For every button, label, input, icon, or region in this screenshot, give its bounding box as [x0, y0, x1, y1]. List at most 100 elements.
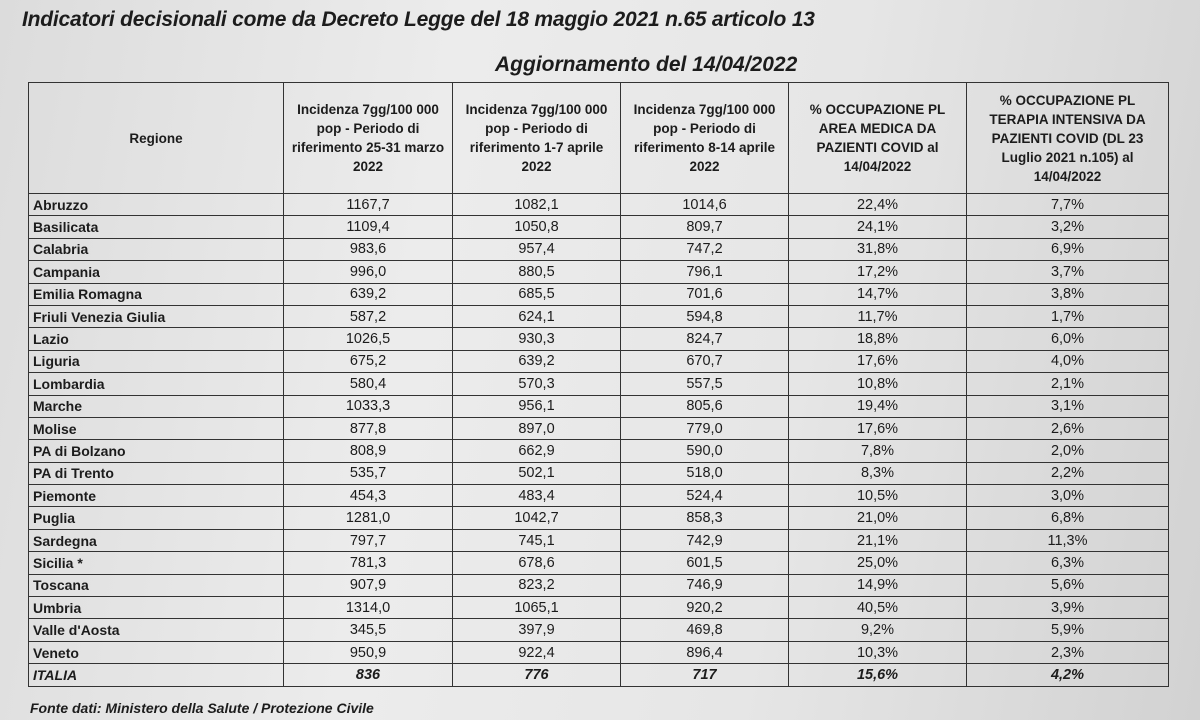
medical-occupancy-cell: 9,2% [788, 618, 967, 642]
medical-occupancy-cell: 18,8% [788, 327, 967, 351]
region-cell: Emilia Romagna [28, 282, 284, 306]
incidence-mar-cell: 535,7 [283, 461, 453, 486]
region-cell: Umbria [28, 596, 284, 620]
icu-occupancy-cell: 6,3% [966, 551, 1169, 575]
region-cell: Puglia [28, 506, 284, 530]
table-row: Toscana 907,9 823,2 746,9 14,9% 5,6% [28, 573, 1169, 598]
source-footer: Fonte dati: Ministero della Salute / Pro… [30, 700, 374, 716]
region-cell: Friuli Venezia Giulia [28, 304, 284, 329]
header-regione: Regione [28, 82, 284, 194]
incidence-apr1-cell: 745,1 [452, 528, 621, 553]
table-row: Campania 996,0 880,5 796,1 17,2% 3,7% [28, 260, 1169, 284]
region-cell: Marche [28, 394, 284, 418]
incidence-apr8-cell: 594,8 [620, 304, 789, 329]
incidence-apr8-cell: 742,9 [620, 528, 789, 553]
table-row: Umbria 1314,0 1065,1 920,2 40,5% 3,9% [28, 596, 1169, 620]
incidence-apr8-cell: 746,9 [620, 573, 789, 598]
medical-occupancy-cell: 25,0% [788, 551, 967, 575]
incidence-apr1-cell: 570,3 [452, 372, 621, 396]
icu-occupancy-cell: 2,2% [966, 461, 1169, 486]
medical-occupancy-cell: 11,7% [788, 304, 967, 329]
incidence-apr1-cell: 823,2 [452, 573, 621, 598]
header-incidence-mar25-31: Incidenza 7gg/100 000 pop - Periodo di r… [283, 82, 453, 194]
icu-occupancy-cell: 6,0% [966, 327, 1169, 351]
incidence-apr8-cell: 670,7 [620, 349, 789, 374]
region-cell: Basilicata [28, 215, 284, 239]
table-header-row: Regione Incidenza 7gg/100 000 pop - Peri… [28, 82, 1169, 194]
medical-occupancy-cell: 22,4% [788, 192, 967, 217]
table-row: Molise 877,8 897,0 779,0 17,6% 2,6% [28, 416, 1169, 441]
region-cell: Sardegna [28, 528, 284, 553]
incidence-apr8-cell: 809,7 [620, 215, 789, 239]
region-cell: Liguria [28, 349, 284, 374]
incidence-apr1-cell: 483,4 [452, 484, 621, 508]
incidence-apr8-cell: 717 [620, 663, 789, 687]
medical-occupancy-cell: 17,2% [788, 260, 967, 284]
incidence-apr1-cell: 678,6 [452, 551, 621, 575]
icu-occupancy-cell: 5,6% [966, 573, 1169, 598]
incidence-apr1-cell: 880,5 [452, 260, 621, 284]
region-cell: PA di Trento [28, 461, 284, 486]
incidence-apr1-cell: 624,1 [452, 304, 621, 329]
incidence-apr1-cell: 1042,7 [452, 506, 621, 530]
incidence-apr1-cell: 1065,1 [452, 596, 621, 620]
update-date-subtitle: Aggiornamento del 14/04/2022 [495, 53, 798, 76]
header-incidence-apr1-7: Incidenza 7gg/100 000 pop - Periodo di r… [452, 82, 621, 194]
region-cell: PA di Bolzano [28, 439, 284, 463]
incidence-mar-cell: 781,3 [283, 551, 453, 575]
icu-occupancy-cell: 3,9% [966, 596, 1169, 620]
incidence-apr1-cell: 662,9 [452, 439, 621, 463]
medical-occupancy-cell: 7,8% [788, 439, 967, 463]
medical-occupancy-cell: 14,7% [788, 282, 967, 306]
incidence-apr1-cell: 1082,1 [452, 192, 621, 217]
incidence-apr8-cell: 796,1 [620, 260, 789, 284]
incidence-apr8-cell: 805,6 [620, 394, 789, 418]
medical-occupancy-cell: 10,8% [788, 372, 967, 396]
region-cell: Campania [28, 260, 284, 284]
incidence-apr1-cell: 956,1 [452, 394, 621, 418]
incidence-mar-cell: 1026,5 [283, 327, 453, 351]
icu-occupancy-cell: 6,9% [966, 237, 1169, 262]
incidence-mar-cell: 580,4 [283, 372, 453, 396]
region-cell: Veneto [28, 640, 284, 665]
table-row: Emilia Romagna 639,2 685,5 701,6 14,7% 3,8% [28, 282, 1169, 306]
incidence-mar-cell: 639,2 [283, 282, 453, 306]
incidence-mar-cell: 1109,4 [283, 215, 453, 239]
icu-occupancy-cell: 3,7% [966, 260, 1169, 284]
header-medical-area-occupancy: % OCCUPAZIONE PL AREA MEDICA DA PAZIENTI… [788, 82, 967, 194]
icu-occupancy-cell: 2,3% [966, 640, 1169, 665]
incidence-apr8-cell: 920,2 [620, 596, 789, 620]
table-row: Piemonte 454,3 483,4 524,4 10,5% 3,0% [28, 484, 1169, 508]
table-row: Sicilia * 781,3 678,6 601,5 25,0% 6,3% [28, 551, 1169, 575]
incidence-apr1-cell: 922,4 [452, 640, 621, 665]
indicators-table: Regione Incidenza 7gg/100 000 pop - Peri… [28, 82, 1169, 687]
incidence-mar-cell: 454,3 [283, 484, 453, 508]
medical-occupancy-cell: 40,5% [788, 596, 967, 620]
medical-occupancy-cell: 19,4% [788, 394, 967, 418]
icu-occupancy-cell: 3,0% [966, 484, 1169, 508]
incidence-apr1-cell: 397,9 [452, 618, 621, 642]
region-cell: Valle d'Aosta [28, 618, 284, 642]
table-row: Valle d'Aosta 345,5 397,9 469,8 9,2% 5,9% [28, 618, 1169, 642]
incidence-apr8-cell: 779,0 [620, 416, 789, 441]
table-row: Puglia 1281,0 1042,7 858,3 21,0% 6,8% [28, 506, 1169, 530]
table-row: Abruzzo 1167,7 1082,1 1014,6 22,4% 7,7% [28, 192, 1169, 217]
table-row: Liguria 675,2 639,2 670,7 17,6% 4,0% [28, 349, 1169, 374]
medical-occupancy-cell: 17,6% [788, 416, 967, 441]
incidence-mar-cell: 1033,3 [283, 394, 453, 418]
icu-occupancy-cell: 3,2% [966, 215, 1169, 239]
region-cell: ITALIA [28, 663, 284, 687]
region-cell: Abruzzo [28, 192, 284, 217]
medical-occupancy-cell: 15,6% [788, 663, 967, 687]
table-body: Abruzzo 1167,7 1082,1 1014,6 22,4% 7,7% Basili… [28, 192, 1169, 687]
incidence-apr1-cell: 1050,8 [452, 215, 621, 239]
table-row: Friuli Venezia Giulia 587,2 624,1 594,8 11,7… [28, 304, 1169, 329]
incidence-mar-cell: 836 [283, 663, 453, 687]
incidence-mar-cell: 1167,7 [283, 192, 453, 217]
incidence-apr8-cell: 469,8 [620, 618, 789, 642]
medical-occupancy-cell: 14,9% [788, 573, 967, 598]
medical-occupancy-cell: 24,1% [788, 215, 967, 239]
incidence-mar-cell: 797,7 [283, 528, 453, 553]
table-row: Sardegna 797,7 745,1 742,9 21,1% 11,3% [28, 528, 1169, 553]
incidence-mar-cell: 983,6 [283, 237, 453, 262]
